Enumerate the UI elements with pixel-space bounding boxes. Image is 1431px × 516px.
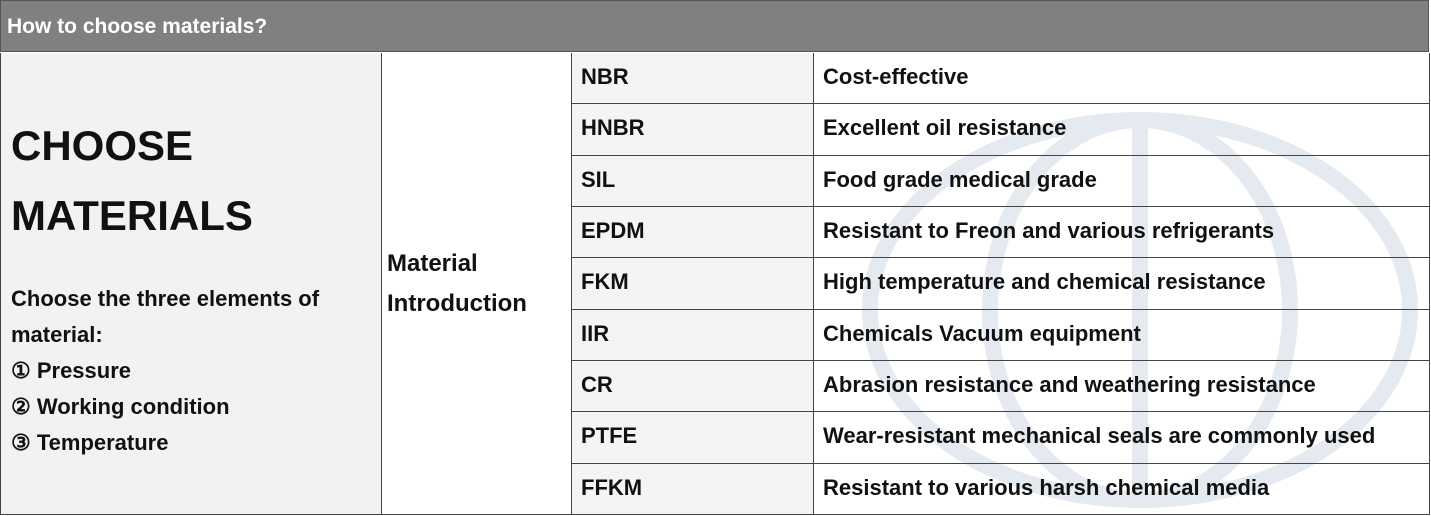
description-line: ② Working condition [11, 394, 230, 419]
description-line: ③ Temperature [11, 430, 169, 455]
material-name: PTFE [572, 412, 814, 463]
material-name: IIR [572, 309, 814, 360]
material-row: PTFE Wear-resistant mechanical seals are … [571, 412, 1430, 464]
intro-heading: CHOOSE MATERIALS [11, 111, 381, 251]
material-row: FKM High temperature and chemical resista… [571, 258, 1430, 310]
material-name: HNBR [572, 104, 814, 155]
section-cell: Material Introduction [381, 53, 571, 515]
material-row: CR Abrasion resistance and weathering res… [571, 361, 1430, 413]
material-feature: Food grade medical grade [823, 166, 1097, 192]
material-name: NBR [572, 53, 814, 104]
material-row: NBR Cost-effective [571, 53, 1430, 105]
material-feature: Wear-resistant mechanical seals are comm… [823, 423, 1376, 449]
header-title: How to choose materials? [0, 0, 1429, 52]
intro-cell: CHOOSE MATERIALS Choose the three element… [0, 53, 381, 515]
watermark [862, 112, 1418, 508]
material-row: SIL Food grade medical grade [571, 155, 1430, 207]
material-row: FFKM Resistant to various harsh chemical … [571, 463, 1430, 515]
material-feature: High temperature and chemical resistance [823, 269, 1266, 295]
heading-line: MATERIALS [11, 192, 253, 239]
description-line: Choose the three elements of [11, 286, 320, 311]
description-line: material: [11, 322, 103, 347]
material-feature: Chemicals Vacuum equipment [823, 320, 1141, 346]
heading-line: CHOOSE [11, 122, 194, 169]
material-feature: Abrasion resistance and weathering resis… [823, 372, 1316, 397]
material-row: HNBR Excellent oil resistance [571, 104, 1430, 156]
material-name: EPDM [572, 207, 814, 258]
material-feature: Resistant to Freon and various refrigera… [823, 218, 1275, 243]
material-name: CR [572, 361, 814, 412]
material-feature: Excellent oil resistance [823, 115, 1067, 141]
material-name: SIL [572, 155, 814, 206]
material-name: FFKM [572, 463, 814, 514]
material-feature: Cost-effective [823, 64, 969, 89]
section-label: Material Introduction [387, 249, 527, 317]
material-name: FKM [572, 258, 814, 309]
material-row: EPDM Resistant to Freon and various refri… [571, 207, 1430, 259]
material-row: IIR Chemicals Vacuum equipment [571, 309, 1430, 361]
intro-description: Choose the three elements of material: ① P… [11, 281, 381, 461]
description-line: ① Pressure [11, 358, 132, 383]
material-feature: Resistant to various harsh chemical medi… [823, 474, 1270, 500]
